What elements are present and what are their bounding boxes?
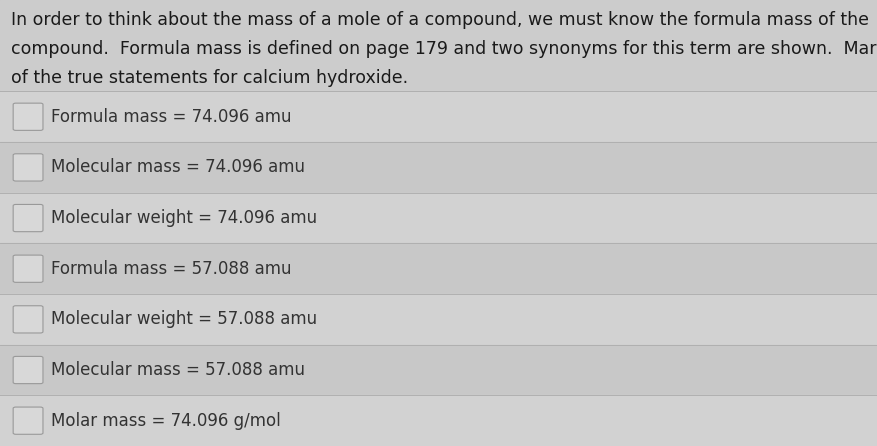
Text: In order to think about the mass of a mole of a compound, we must know the formu: In order to think about the mass of a mo… [11,11,868,29]
Text: of the true statements for calcium hydroxide.: of the true statements for calcium hydro… [11,69,408,87]
FancyBboxPatch shape [13,154,43,181]
Bar [0,142,877,193]
Text: Molecular mass = 57.088 amu: Molecular mass = 57.088 amu [51,361,305,379]
Text: Formula mass = 74.096 amu: Formula mass = 74.096 amu [51,108,291,126]
Text: Molecular mass = 74.096 amu: Molecular mass = 74.096 amu [51,158,305,177]
Text: Formula mass = 57.088 amu: Formula mass = 57.088 amu [51,260,291,278]
Text: compound.  Formula mass is defined on page 179 and two synonyms for this term ar: compound. Formula mass is defined on pag… [11,40,877,58]
Bar [0,395,877,446]
FancyBboxPatch shape [13,306,43,333]
Bar [0,0,877,91]
Text: Molar mass = 74.096 g/mol: Molar mass = 74.096 g/mol [51,412,281,429]
FancyBboxPatch shape [13,407,43,434]
FancyBboxPatch shape [13,356,43,384]
FancyBboxPatch shape [13,204,43,231]
FancyBboxPatch shape [13,255,43,282]
Text: Molecular weight = 74.096 amu: Molecular weight = 74.096 amu [51,209,317,227]
Bar [0,193,877,244]
Text: Molecular weight = 57.088 amu: Molecular weight = 57.088 amu [51,310,317,328]
Bar [0,244,877,294]
Bar [0,345,877,395]
Bar [0,91,877,142]
Bar [0,294,877,345]
FancyBboxPatch shape [13,103,43,130]
